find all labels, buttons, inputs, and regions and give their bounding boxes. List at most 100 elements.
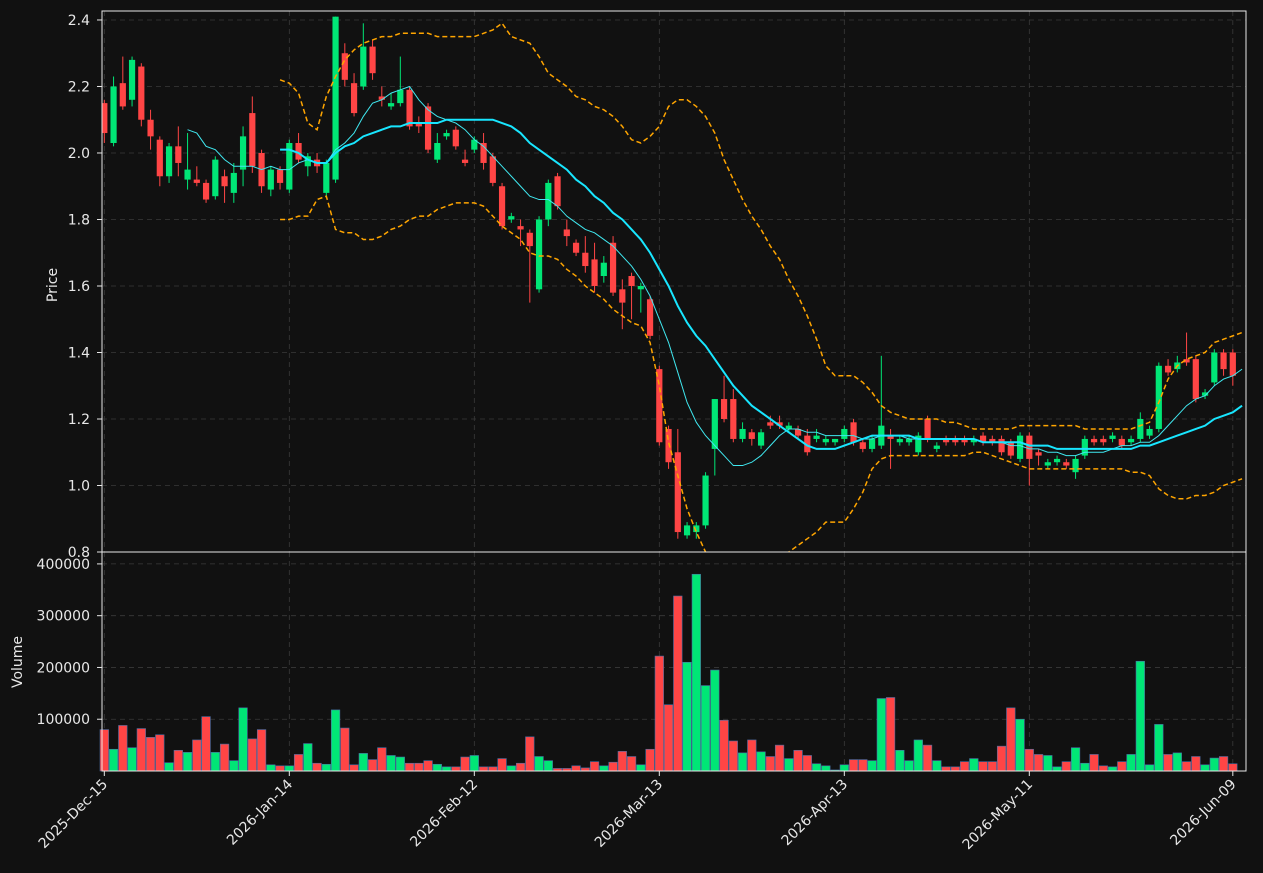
volume-bar xyxy=(1228,763,1238,772)
volume-bar xyxy=(996,745,1007,772)
volume-bar xyxy=(1209,757,1219,772)
volume-bar xyxy=(839,764,849,772)
volume-bar xyxy=(192,739,202,772)
candle-body xyxy=(276,169,284,183)
candle-body xyxy=(970,438,977,443)
candle-body xyxy=(1201,392,1209,396)
candle-body xyxy=(804,435,811,453)
volume-bar xyxy=(645,748,655,772)
candle-body xyxy=(554,176,561,207)
volume-bar xyxy=(1061,761,1071,772)
volume-bar xyxy=(1172,752,1182,772)
volume-bar xyxy=(377,747,387,772)
candle-body xyxy=(517,226,524,230)
candle-body xyxy=(230,172,237,193)
volume-bar xyxy=(922,744,933,772)
volume-bar xyxy=(488,766,498,772)
volume-bar xyxy=(848,759,859,772)
volume-bar xyxy=(1144,764,1155,772)
candle-body xyxy=(989,438,996,443)
candle-body xyxy=(332,16,339,180)
volume-bar xyxy=(626,756,637,772)
candle-body xyxy=(138,66,145,120)
band-line xyxy=(280,195,1243,552)
volume-bar xyxy=(1126,754,1136,772)
volume-bar xyxy=(164,762,174,772)
candle-body xyxy=(896,438,903,443)
volume-bar xyxy=(978,761,988,772)
candle-body xyxy=(637,285,644,290)
volume-bar xyxy=(1015,718,1025,772)
volume-tick-label: 100000 xyxy=(37,712,90,728)
volume-frame xyxy=(101,551,1247,772)
volume-bar xyxy=(460,756,470,772)
volume-bar xyxy=(1006,707,1016,772)
candle-body xyxy=(822,438,829,443)
candle-body xyxy=(1016,435,1024,459)
candle-body xyxy=(387,103,395,107)
volume-bar xyxy=(811,763,822,772)
volume-bar xyxy=(303,743,313,772)
candle-body xyxy=(221,176,228,187)
volume-bar xyxy=(136,728,146,772)
volume-axis-label: Volume xyxy=(10,636,26,688)
volume-bar xyxy=(876,698,886,772)
volume-bar xyxy=(1070,747,1081,772)
candle-body xyxy=(776,422,783,426)
candle-body xyxy=(730,399,737,439)
candle-body xyxy=(1053,458,1061,463)
y-tick-label: 1.4 xyxy=(68,345,90,361)
volume-bar xyxy=(885,697,896,772)
volume-bar xyxy=(229,760,239,772)
candle-body xyxy=(1146,428,1153,436)
candle-body xyxy=(600,262,607,277)
volume-bar xyxy=(756,751,766,772)
volume-bar xyxy=(858,759,868,772)
candle-body xyxy=(1100,438,1107,443)
candle-body xyxy=(831,438,839,443)
volume-bar xyxy=(219,743,230,772)
volume-bar xyxy=(987,761,997,772)
candle-body xyxy=(1118,438,1125,446)
volume-bar xyxy=(99,729,109,772)
candle-body xyxy=(748,432,755,439)
volume-bar xyxy=(617,751,627,772)
candle-body xyxy=(619,289,626,303)
volume-bar xyxy=(802,755,812,772)
volume-bar xyxy=(710,669,720,772)
candle-body xyxy=(406,89,413,127)
volume-bar xyxy=(793,749,803,772)
volume-bar xyxy=(774,744,785,772)
candle-body xyxy=(794,428,802,436)
candle-body xyxy=(609,242,617,293)
candle-body xyxy=(239,136,247,170)
y-tick-label: 0.8 xyxy=(68,545,90,561)
y-tick-label: 2.2 xyxy=(68,79,90,95)
candle-body xyxy=(360,46,367,87)
candle-body xyxy=(1155,365,1162,429)
volume-tick-label: 200000 xyxy=(37,660,90,676)
candle-body xyxy=(295,143,302,160)
volume-bar xyxy=(700,685,711,772)
candle-body xyxy=(526,232,533,247)
volume-bar xyxy=(497,758,507,772)
candle-body xyxy=(933,445,940,449)
candle-body xyxy=(693,525,700,533)
candle-body xyxy=(1137,418,1144,439)
volume-bar xyxy=(1181,761,1192,772)
volume-bar xyxy=(1089,754,1099,772)
volume-bar xyxy=(636,764,646,772)
candle-body xyxy=(850,422,857,443)
volume-bar xyxy=(1163,754,1173,772)
volume-bar xyxy=(127,747,137,772)
volume-bar xyxy=(589,761,600,772)
candle-body xyxy=(841,428,848,439)
volume-bar xyxy=(349,764,359,772)
price-axis-label: Price xyxy=(45,268,61,302)
volume-bar xyxy=(784,758,794,772)
candle-body xyxy=(813,435,820,439)
volume-bar xyxy=(451,766,461,772)
candle-body xyxy=(1127,438,1135,443)
volume-bar xyxy=(1117,761,1127,772)
